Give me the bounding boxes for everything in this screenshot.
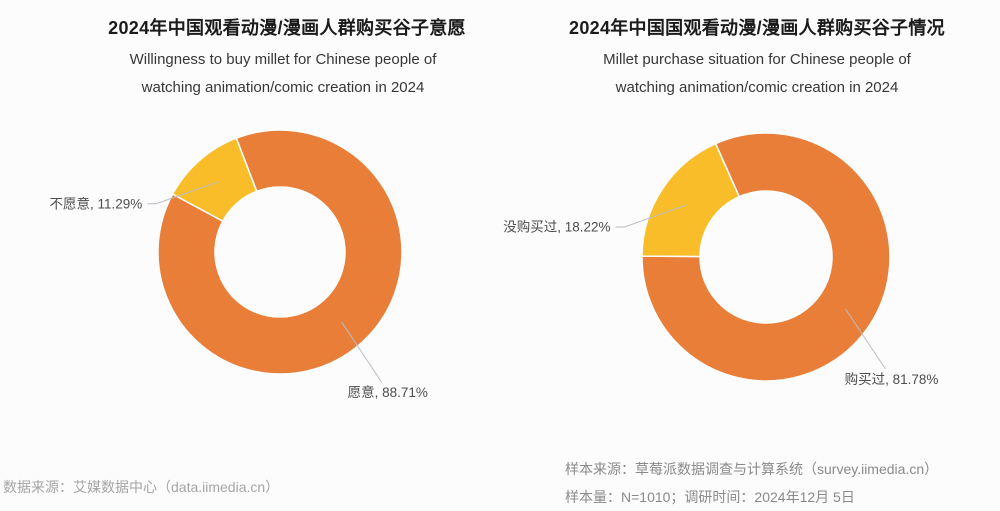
data-source-note: 数据来源：艾媒数据中心（data.iimedia.cn） — [3, 479, 280, 495]
sample-size-line: 样本量：N=1010；调研时间：2024年12月 5日 — [565, 489, 855, 505]
chart-subtitle-left-line1: Willingness to buy millet for Chinese pe… — [129, 51, 437, 68]
donut-chart: 购买过, 81.78% 没购买过, 18.22% — [503, 132, 939, 387]
slice-label: 愿意, 88.71% — [348, 384, 428, 400]
sample-source-line: 样本来源：草莓派数据调查与计算系统（survey.iimedia.cn） — [565, 461, 939, 477]
donut-chart: 愿意, 88.71% 不愿意, 11.29% — [49, 129, 428, 400]
label-leader-line — [341, 321, 383, 383]
label-leader-line — [147, 181, 219, 205]
chart-title-right: 2024年中国国观看动漫/漫画人群购买谷子情况 — [569, 18, 945, 38]
chart-title-left: 2024年中国观看动漫/漫画人群购买谷子意愿 — [108, 18, 466, 38]
label-leader-line — [845, 308, 886, 370]
donut-slice — [641, 132, 891, 382]
slice-label: 不愿意, 11.29% — [49, 195, 142, 211]
sample-source-note: 样本来源：草莓派数据调查与计算系统（survey.iimedia.cn） 样本量… — [565, 455, 938, 511]
donut-slice — [157, 129, 403, 375]
donut-slice — [641, 142, 740, 258]
chart-subtitle-left: Willingness to buy millet for Chinese pe… — [33, 46, 533, 102]
chart-subtitle-left-line2: watching animation/comic creation in 202… — [141, 79, 425, 96]
slice-label: 购买过, 81.78% — [845, 372, 939, 387]
slice-label: 没购买过, 18.22% — [503, 219, 610, 234]
donut-slice — [171, 137, 258, 222]
chart-subtitle-right: Millet purchase situation for Chinese pe… — [507, 46, 1000, 102]
label-leader-line — [615, 204, 687, 228]
chart-subtitle-right-line1: Millet purchase situation for Chinese pe… — [603, 51, 911, 68]
chart-subtitle-right-line2: watching animation/comic creation in 202… — [615, 79, 899, 96]
